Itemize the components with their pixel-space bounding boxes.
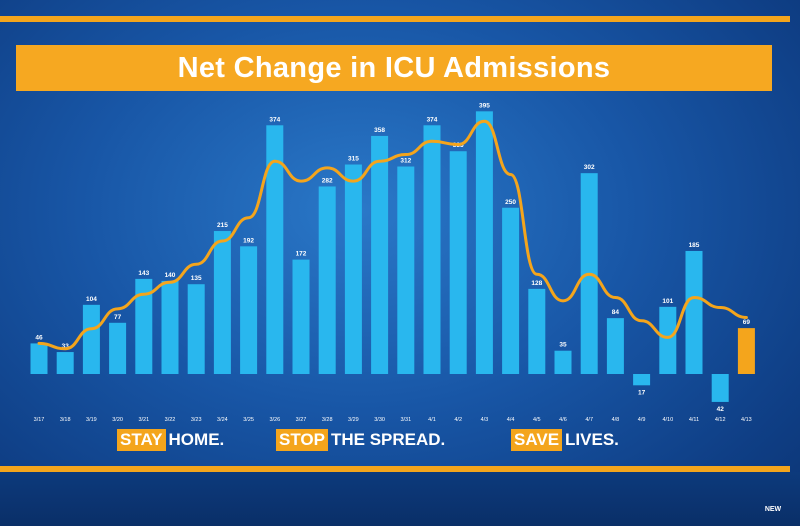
slogan-highlight: STAY (117, 429, 166, 451)
x-tick-label: 3/26 (269, 417, 280, 423)
x-tick-label: 4/7 (585, 417, 593, 423)
data-label: 69 (743, 319, 751, 326)
data-label: 128 (531, 280, 542, 287)
bar (502, 207, 520, 374)
data-label: 374 (427, 116, 438, 123)
x-tick-label: 3/23 (191, 417, 202, 423)
data-label: 77 (114, 314, 122, 321)
data-label: 33 (62, 343, 70, 350)
bar (397, 166, 415, 374)
bar (554, 350, 572, 374)
bar (240, 246, 258, 374)
bar (82, 304, 100, 374)
bar (344, 164, 362, 374)
trend-line (37, 119, 748, 351)
slogan-highlight: SAVE (511, 429, 563, 451)
bar (606, 318, 624, 374)
bar (711, 374, 729, 402)
x-tick-label: 3/22 (165, 417, 176, 423)
data-label: 315 (348, 156, 359, 163)
x-tick-label: 4/5 (533, 417, 541, 423)
bar (449, 151, 467, 374)
x-tick-label: 4/6 (559, 417, 567, 423)
data-label: 302 (584, 164, 595, 171)
data-label: 185 (689, 242, 700, 249)
data-label: 42 (717, 406, 725, 413)
bottom-accent-bar (0, 466, 790, 472)
bar (423, 125, 441, 374)
top-accent-bar (0, 16, 790, 22)
x-tick-label: 3/25 (243, 417, 254, 423)
data-label: 101 (662, 298, 673, 305)
x-tick-label: 4/13 (741, 417, 752, 423)
bar (318, 186, 336, 374)
slogan-highlight: STOP (276, 429, 328, 451)
slogan-text: HOME. (168, 430, 225, 449)
bar (266, 125, 284, 374)
bar (685, 250, 703, 374)
slogan-text: LIVES. (565, 430, 619, 449)
bar (213, 231, 231, 374)
bar (135, 278, 153, 374)
data-label: 395 (479, 102, 490, 109)
x-tick-label: 4/3 (481, 417, 489, 423)
x-tick-label: 4/2 (454, 417, 462, 423)
x-tick-label: 3/24 (217, 417, 228, 423)
chart-title: Net Change in ICU Admissions (177, 51, 611, 84)
data-label: 104 (86, 296, 97, 303)
x-tick-label: 4/10 (662, 417, 673, 423)
data-label: 282 (322, 177, 333, 184)
data-label: 140 (165, 272, 176, 279)
data-label: 250 (505, 199, 516, 206)
bar (292, 259, 310, 374)
data-label: 35 (559, 342, 567, 349)
bar (475, 111, 493, 374)
data-label: 358 (374, 127, 385, 134)
bar (737, 328, 755, 374)
bar (161, 280, 179, 374)
data-label: 135 (191, 275, 202, 282)
bar (30, 343, 48, 374)
title-banner: Net Change in ICU Admissions (16, 45, 772, 91)
x-tick-label: 4/4 (507, 417, 515, 423)
data-label: 17 (638, 389, 646, 396)
data-label: 143 (138, 270, 149, 277)
x-tick-label: 3/18 (60, 417, 71, 423)
bar (56, 352, 74, 374)
data-label: 192 (243, 237, 254, 244)
x-tick-label: 3/29 (348, 417, 359, 423)
x-tick-label: 4/8 (612, 417, 620, 423)
x-tick-label: 3/30 (374, 417, 385, 423)
x-tick-label: 3/17 (34, 417, 45, 423)
bar (528, 288, 546, 374)
bar (633, 374, 651, 386)
x-tick-label: 3/27 (296, 417, 307, 423)
bar (109, 322, 127, 374)
data-label: 46 (35, 334, 43, 341)
data-label: 172 (296, 251, 307, 258)
bar (659, 306, 677, 374)
data-label: 312 (400, 158, 411, 165)
x-tick-label: 4/12 (715, 417, 726, 423)
x-tick-label: 3/19 (86, 417, 97, 423)
slogan-save-lives: SAVE LIVES. (511, 428, 619, 452)
lower-band: NEW (0, 472, 800, 526)
x-tick-label: 3/21 (138, 417, 149, 423)
x-tick-label: 3/28 (322, 417, 333, 423)
slogan-stop-spread: STOP THE SPREAD. (276, 428, 445, 452)
x-tick-label: 4/9 (638, 417, 646, 423)
network-badge: NEW (764, 506, 782, 513)
slogan-text: THE SPREAD. (330, 430, 446, 449)
bar (371, 135, 389, 374)
x-tick-label: 3/20 (112, 417, 123, 423)
data-label: 84 (612, 309, 620, 316)
x-tick-label: 4/11 (689, 417, 699, 423)
x-tick-label: 3/31 (400, 417, 411, 423)
data-label: 215 (217, 222, 228, 229)
x-tick-label: 4/1 (428, 417, 436, 423)
slogan-stay-home: STAY HOME. (117, 428, 224, 452)
data-label: 374 (269, 116, 280, 123)
bar (187, 284, 205, 374)
